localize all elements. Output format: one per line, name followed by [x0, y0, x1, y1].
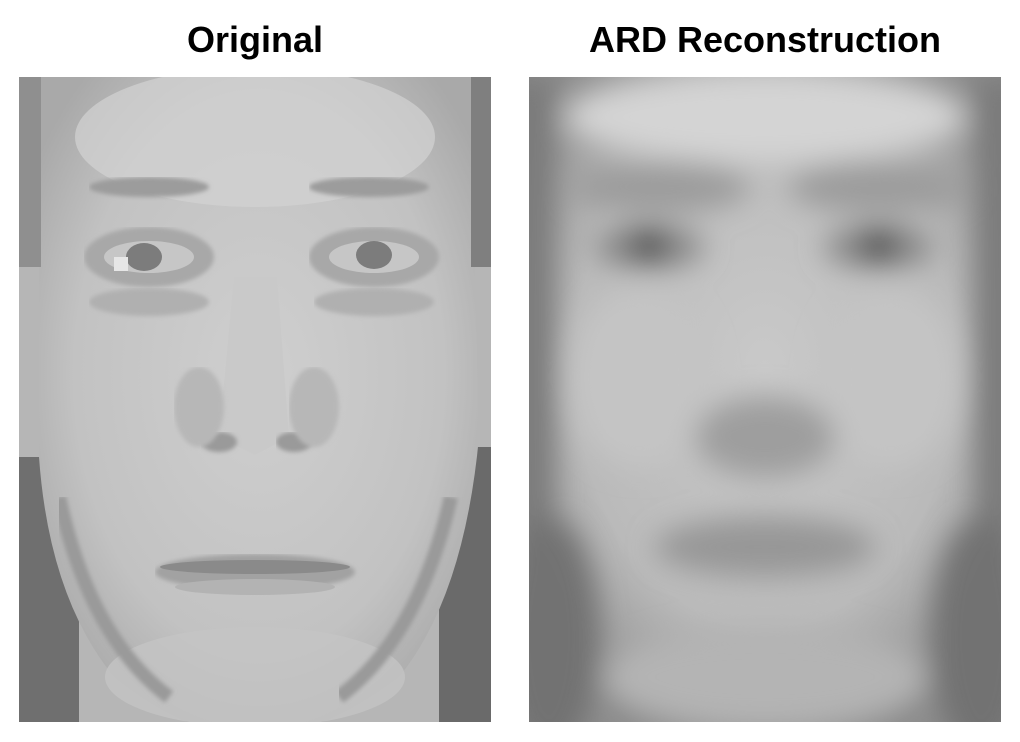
panel-reconstruction: ARD Reconstruction — [529, 0, 1001, 742]
reconstruction-face-image — [529, 77, 1001, 722]
panel-title-reconstruction: ARD Reconstruction — [588, 19, 942, 60]
panel-title-original: Original — [186, 19, 324, 60]
original-face-image — [19, 77, 491, 722]
panel-original: Original — [19, 0, 491, 742]
